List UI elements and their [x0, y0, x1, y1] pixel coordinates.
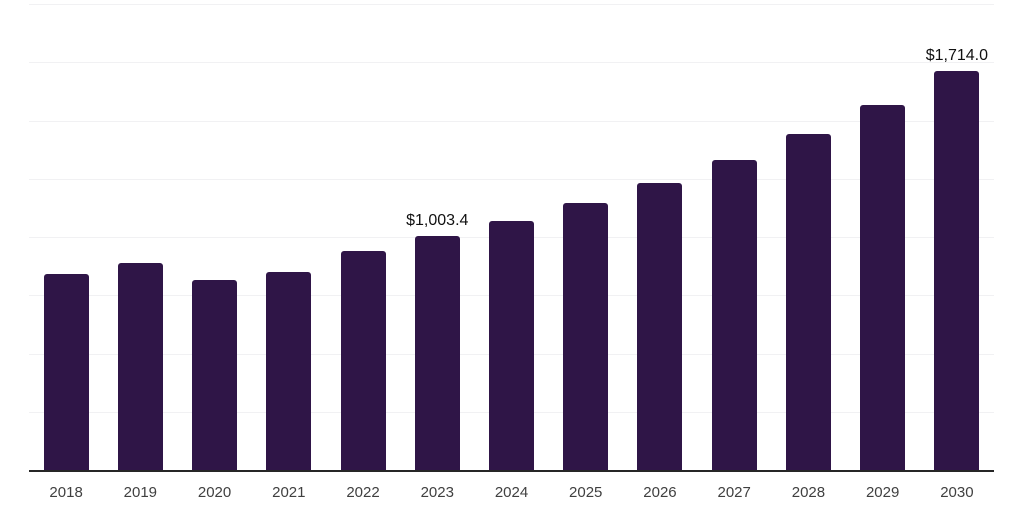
x-tick-label-2029: 2029: [865, 484, 900, 501]
bar-2022: [340, 250, 386, 470]
x-tick-label-2024: 2024: [494, 484, 529, 501]
bar-2019: [117, 262, 163, 470]
x-tick-label-2026: 2026: [643, 484, 677, 501]
bar-2018: [43, 273, 89, 470]
bar-2027: [711, 160, 757, 470]
bar-2024: [489, 221, 534, 470]
bar-2026: [637, 182, 683, 470]
x-tick-label-2021: 2021: [272, 484, 306, 501]
x-axis-line: [29, 470, 994, 472]
bar-2028: [785, 134, 831, 470]
gridline-2000: [29, 4, 994, 5]
plot-area: $1,003.4 $1,714.0: [29, 4, 994, 470]
bar-2021: [266, 272, 312, 470]
x-tick-label-2027: 2027: [717, 484, 751, 501]
gridline-1250: [29, 178, 994, 180]
gridline-1750: [29, 62, 994, 64]
bar-2030: [934, 70, 980, 470]
x-tick-label-2020: 2020: [197, 484, 232, 501]
x-tick-label-2028: 2028: [791, 484, 826, 501]
bar-2020: [192, 280, 238, 470]
gridline-1500: [29, 120, 994, 122]
bar-2025: [563, 203, 609, 470]
data-label-2030: $1,714.0: [925, 46, 989, 64]
data-label-2023: $1,003.4: [406, 212, 469, 230]
x-tick-label-2019: 2019: [123, 484, 158, 501]
x-tick-label-2018: 2018: [49, 484, 83, 501]
bar-2023: [414, 236, 460, 470]
x-tick-label-2030: 2030: [940, 484, 974, 501]
bar-2029: [860, 104, 906, 470]
x-tick-label-2023: 2023: [420, 484, 454, 501]
x-tick-label-2025: 2025: [569, 484, 603, 501]
x-tick-label-2022: 2022: [346, 484, 380, 501]
